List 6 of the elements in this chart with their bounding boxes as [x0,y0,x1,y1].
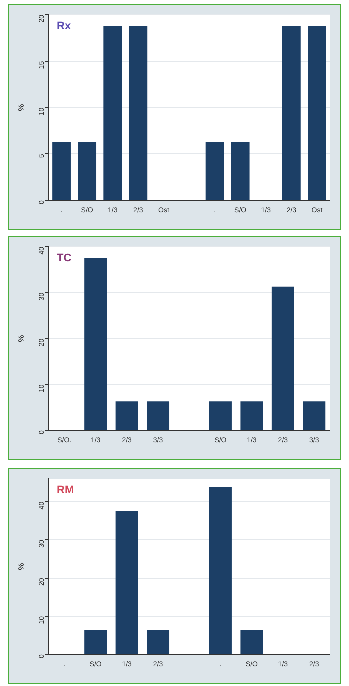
text: TC [57,252,72,265]
text: Rx [57,20,72,33]
y-axis-title: % [17,104,26,112]
y-axis-title: % [17,563,26,570]
y-axis-title: % [17,335,26,342]
text: RM [57,484,74,497]
